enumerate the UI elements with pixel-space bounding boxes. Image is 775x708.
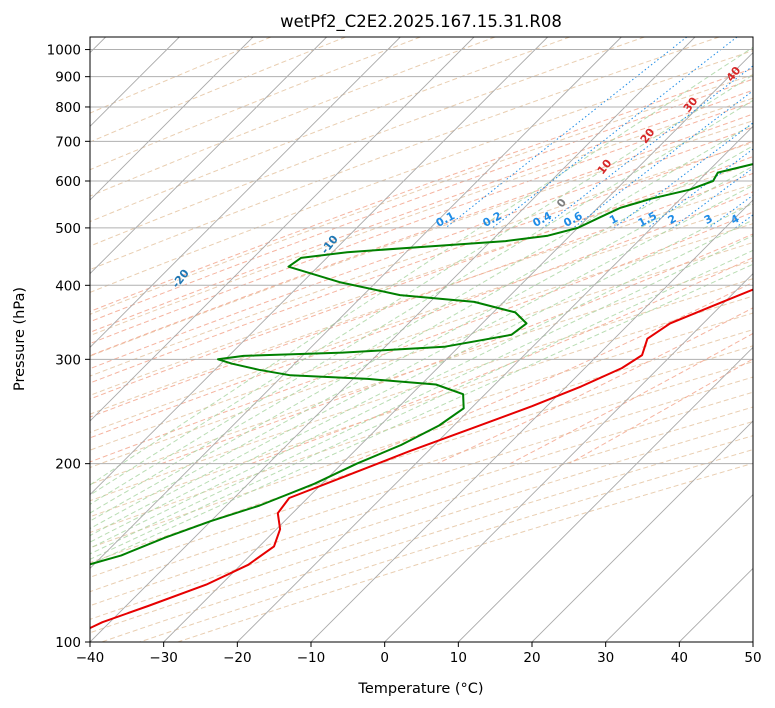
x-tick-label: 50 (744, 650, 761, 666)
moist-adiabat (436, 307, 753, 465)
temperature-profile (90, 288, 753, 630)
x-tick-label: 20 (523, 650, 540, 666)
y-tick-label: 100 (55, 635, 81, 651)
isotherm (605, 494, 753, 642)
isotherm (237, 125, 753, 642)
moist-adiabat (90, 172, 753, 418)
dry-adiabat (90, 120, 753, 357)
plot-background (90, 37, 753, 642)
chart-title: wetPf2_C2E2.2025.167.15.31.R08 (280, 12, 562, 32)
dry-adiabat (90, 278, 753, 502)
saturation-curve (90, 74, 753, 496)
dry-adiabat (90, 223, 753, 451)
moist-adiabat (90, 67, 753, 313)
y-axis-title: Pressure (hPa) (12, 287, 28, 391)
y-tick-label: 400 (55, 278, 81, 294)
isotherm (90, 37, 401, 348)
x-tick-label: −20 (223, 650, 252, 666)
isotherm (458, 346, 753, 642)
isotherm (531, 420, 753, 642)
x-tick-label: 40 (671, 650, 688, 666)
y-tick-label: 300 (55, 352, 81, 368)
mixing-ratio-line (445, 37, 688, 229)
dry-adiabat (90, 183, 753, 415)
moist-adiabat (90, 78, 753, 323)
dry-adiabat (90, 37, 421, 171)
y-tick-label: 800 (55, 100, 81, 116)
y-axis-ticks: 100 200 300 400 500 600 700 800 900 1000 (47, 43, 90, 651)
plot-frame (89, 36, 754, 643)
mixing-ratio-label: 6 (767, 212, 775, 227)
y-tick-label: 900 (55, 70, 81, 86)
x-tick-label: −30 (149, 650, 178, 666)
dry-adiabat (101, 435, 753, 642)
pressure-gridlines (90, 49, 753, 642)
dry-adiabat (90, 329, 753, 549)
profile-series (90, 163, 753, 630)
dry-adiabat (90, 203, 753, 433)
isotherm (90, 37, 622, 569)
isotherm (310, 199, 753, 642)
y-tick-label: 1000 (47, 43, 81, 59)
saturation-curve (90, 249, 753, 560)
x-tick-label: −40 (76, 650, 105, 666)
y-tick-label: 200 (55, 457, 81, 473)
isotherm (90, 37, 696, 642)
background-lines (90, 37, 753, 642)
x-axis-title: Temperature (°C) (357, 681, 483, 697)
dry-adiabat (177, 462, 753, 642)
isotherm (163, 52, 753, 642)
moist-adiabat (90, 113, 753, 357)
y-tick-label: 700 (55, 134, 81, 150)
moist-adiabat (90, 101, 753, 345)
saturation-curve (90, 219, 753, 549)
isotherm (384, 273, 753, 642)
x-tick-label: 10 (450, 650, 467, 666)
isotherm (90, 37, 327, 275)
dry-adiabat (90, 345, 753, 564)
dewpoint-profile (90, 163, 753, 566)
dry-adiabat (90, 37, 346, 143)
dry-adiabat (90, 376, 753, 593)
moist-adiabat (161, 233, 753, 465)
mixing-ratio-line (613, 122, 753, 229)
moist-adiabat (347, 281, 753, 465)
x-tick-label: −10 (297, 650, 326, 666)
x-tick-label: 30 (597, 650, 614, 666)
moist-adiabat (90, 191, 753, 439)
dry-adiabat (90, 241, 753, 469)
x-axis-ticks: −40 −30 −20 −10 0 10 20 30 40 50 (76, 642, 762, 666)
y-tick-label: 500 (55, 221, 81, 237)
dry-adiabat (90, 312, 753, 534)
isotherm (90, 37, 548, 496)
saturation-curve (90, 99, 753, 505)
y-tick-label: 600 (55, 174, 81, 190)
dry-adiabat (90, 37, 496, 197)
dry-adiabat (90, 361, 753, 578)
dry-adiabat (90, 142, 753, 377)
isotherm (752, 641, 753, 642)
isotherm (90, 37, 475, 422)
dry-adiabat (139, 449, 753, 642)
mixing-ratio-line (542, 65, 753, 229)
mixing-ratio-line (672, 167, 753, 229)
x-tick-label: 0 (380, 650, 389, 666)
isotherm (90, 37, 254, 201)
